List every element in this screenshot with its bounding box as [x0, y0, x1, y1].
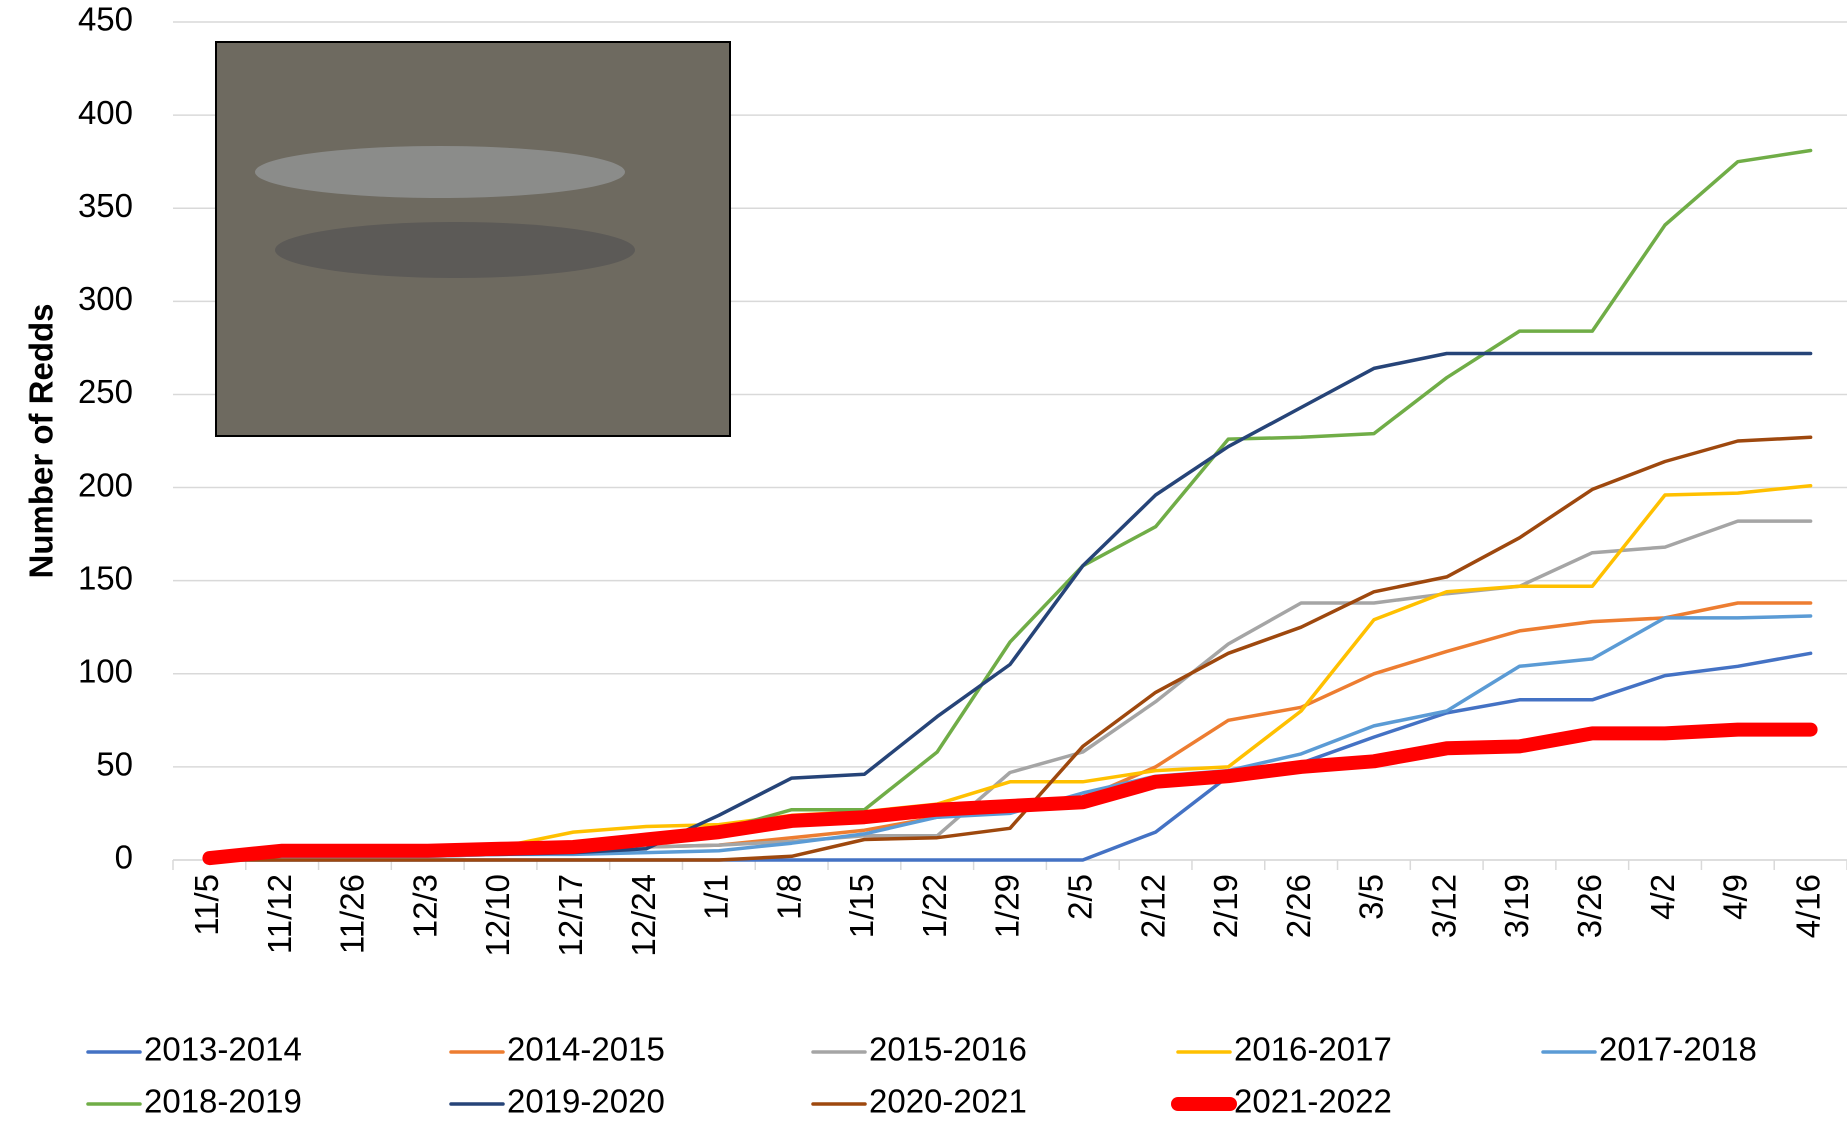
x-tick-label: 1/22 — [916, 874, 953, 938]
x-tick-label: 1/29 — [989, 874, 1026, 938]
x-tick-label: 4/9 — [1717, 874, 1754, 920]
x-tick-label: 12/10 — [479, 874, 516, 957]
x-tick-label: 1/8 — [770, 874, 807, 920]
y-tick-label: 0 — [115, 839, 133, 876]
legend-label: 2016-2017 — [1234, 1031, 1392, 1068]
y-tick-label: 350 — [78, 187, 133, 224]
fish — [275, 222, 635, 278]
x-tick-label: 12/3 — [406, 874, 443, 938]
x-tick-label: 3/5 — [1353, 874, 1390, 920]
x-tick-label: 2/26 — [1280, 874, 1317, 938]
x-tick-label: 4/2 — [1644, 874, 1681, 920]
legend-label: 2020-2021 — [869, 1083, 1027, 1120]
x-tick-label: 1/1 — [698, 874, 735, 920]
legend-label: 2019-2020 — [507, 1083, 665, 1120]
y-tick-label: 200 — [78, 466, 133, 503]
x-tick-label: 11/12 — [261, 874, 298, 954]
y-tick-label: 450 — [78, 1, 133, 38]
y-axis-title: Number of Redds — [23, 303, 60, 578]
legend-label: 2018-2019 — [144, 1083, 302, 1120]
x-tick-label: 12/24 — [625, 874, 662, 957]
x-tick-label: 3/26 — [1571, 874, 1608, 938]
x-tick-label: 11/26 — [334, 874, 371, 954]
series-line — [207, 435, 1813, 862]
y-tick-label: 150 — [78, 559, 133, 596]
legend-label: 2014-2015 — [507, 1031, 665, 1068]
fish — [255, 146, 625, 198]
y-tick-label: 300 — [78, 280, 133, 317]
legend-label: 2021-2022 — [1234, 1083, 1392, 1120]
legend-label: 2017-2018 — [1599, 1031, 1757, 1068]
y-tick-label: 100 — [78, 652, 133, 689]
x-tick-label: 12/17 — [552, 874, 589, 957]
photo — [215, 41, 731, 437]
series-line — [202, 722, 1818, 866]
x-tick-label: 11/5 — [188, 874, 225, 936]
x-tick-label: 2/19 — [1207, 874, 1244, 938]
x-tick-label: 4/16 — [1789, 874, 1826, 938]
x-tick-label: 1/15 — [843, 874, 880, 938]
x-tick-label: 3/19 — [1498, 874, 1535, 938]
x-tick-label: 3/12 — [1425, 874, 1462, 938]
x-tick-label: 2/12 — [1134, 874, 1171, 938]
y-tick-label: 250 — [78, 373, 133, 410]
legend-label: 2013-2014 — [144, 1031, 302, 1068]
legend-label: 2015-2016 — [869, 1031, 1027, 1068]
y-tick-label: 50 — [96, 746, 133, 783]
y-tick-label: 400 — [78, 94, 133, 131]
x-tick-label: 2/5 — [1062, 874, 1099, 920]
